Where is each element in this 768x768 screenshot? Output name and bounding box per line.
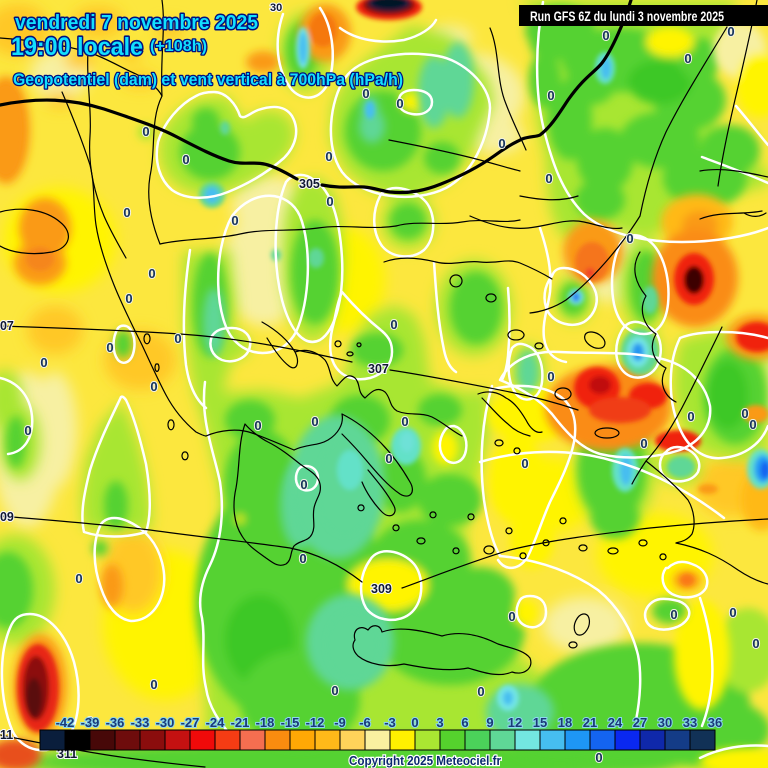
svg-text:0: 0 [508, 609, 515, 624]
svg-text:0: 0 [231, 213, 238, 228]
svg-text:0: 0 [640, 436, 647, 451]
svg-text:36: 36 [708, 715, 722, 730]
svg-text:307: 307 [0, 319, 14, 333]
svg-text:30: 30 [270, 2, 282, 14]
svg-text:0: 0 [75, 571, 82, 586]
svg-text:Run GFS 6Z du lundi 3 novembre: Run GFS 6Z du lundi 3 novembre 2025 [530, 9, 724, 24]
svg-text:0: 0 [498, 136, 505, 151]
svg-text:0: 0 [311, 414, 318, 429]
svg-text:0: 0 [385, 451, 392, 466]
svg-text:0: 0 [684, 51, 691, 66]
svg-text:-3: -3 [384, 715, 396, 730]
svg-text:0: 0 [390, 317, 397, 332]
svg-text:0: 0 [396, 96, 403, 111]
svg-text:9: 9 [486, 715, 493, 730]
svg-text:0: 0 [752, 636, 759, 651]
svg-text:-39: -39 [81, 715, 100, 730]
svg-text:-9: -9 [334, 715, 346, 730]
svg-text:33: 33 [683, 715, 697, 730]
svg-text:0: 0 [24, 423, 31, 438]
svg-text:0: 0 [125, 291, 132, 306]
svg-text:27: 27 [633, 715, 647, 730]
svg-text:0: 0 [547, 88, 554, 103]
svg-text:305: 305 [299, 177, 320, 191]
svg-text:0: 0 [106, 340, 113, 355]
svg-text:0: 0 [331, 683, 338, 698]
svg-text:12: 12 [508, 715, 522, 730]
svg-text:0: 0 [687, 409, 694, 424]
svg-text:24: 24 [608, 715, 623, 730]
svg-text:3: 3 [436, 715, 443, 730]
svg-text:309: 309 [0, 510, 14, 524]
svg-text:0: 0 [670, 607, 677, 622]
svg-text:0: 0 [477, 684, 484, 699]
svg-text:-27: -27 [181, 715, 200, 730]
svg-text:-33: -33 [131, 715, 150, 730]
svg-text:-30: -30 [156, 715, 175, 730]
svg-text:0: 0 [547, 369, 554, 384]
svg-text:30: 30 [658, 715, 672, 730]
svg-text:0: 0 [300, 477, 307, 492]
svg-text:(+108h): (+108h) [150, 38, 207, 55]
svg-text:6: 6 [461, 715, 468, 730]
svg-text:0: 0 [148, 266, 155, 281]
svg-text:0: 0 [86, 714, 93, 729]
svg-text:Copyright 2025 Meteociel.fr: Copyright 2025 Meteociel.fr [349, 753, 501, 768]
svg-text:0: 0 [521, 456, 528, 471]
svg-text:0: 0 [727, 24, 734, 39]
svg-text:0: 0 [545, 171, 552, 186]
svg-text:-42: -42 [56, 715, 75, 730]
svg-text:0: 0 [411, 715, 418, 730]
svg-text:0: 0 [749, 417, 756, 432]
svg-text:311: 311 [0, 728, 13, 742]
svg-text:0: 0 [150, 677, 157, 692]
svg-text:0: 0 [123, 205, 130, 220]
svg-text:-36: -36 [106, 715, 125, 730]
svg-text:-24: -24 [206, 715, 226, 730]
svg-text:0: 0 [40, 355, 47, 370]
svg-text:0: 0 [729, 605, 736, 620]
svg-text:0: 0 [326, 194, 333, 209]
svg-text:0: 0 [401, 414, 408, 429]
svg-text:0: 0 [142, 124, 149, 139]
svg-text:21: 21 [583, 715, 597, 730]
svg-text:0: 0 [174, 331, 181, 346]
svg-text:vendredi 7 novembre 2025: vendredi 7 novembre 2025 [15, 12, 258, 34]
svg-text:0: 0 [362, 86, 369, 101]
svg-text:18: 18 [558, 715, 572, 730]
svg-text:0: 0 [741, 406, 748, 421]
svg-text:Geopotentiel (dam) et vent ver: Geopotentiel (dam) et vent vertical à 70… [13, 70, 403, 89]
svg-text:0: 0 [602, 28, 609, 43]
svg-text:309: 309 [371, 582, 392, 596]
svg-text:0: 0 [626, 231, 633, 246]
svg-text:0: 0 [299, 551, 306, 566]
svg-text:0: 0 [182, 152, 189, 167]
svg-text:-21: -21 [231, 715, 250, 730]
svg-text:0: 0 [325, 149, 332, 164]
svg-text:-6: -6 [359, 715, 371, 730]
svg-text:19:00 locale: 19:00 locale [11, 33, 143, 61]
svg-text:-18: -18 [256, 715, 275, 730]
svg-text:0: 0 [595, 750, 602, 765]
svg-text:0: 0 [254, 418, 261, 433]
svg-text:307: 307 [368, 362, 389, 376]
svg-text:0: 0 [150, 379, 157, 394]
svg-text:-15: -15 [281, 715, 300, 730]
svg-text:15: 15 [533, 715, 547, 730]
svg-text:-12: -12 [306, 715, 325, 730]
